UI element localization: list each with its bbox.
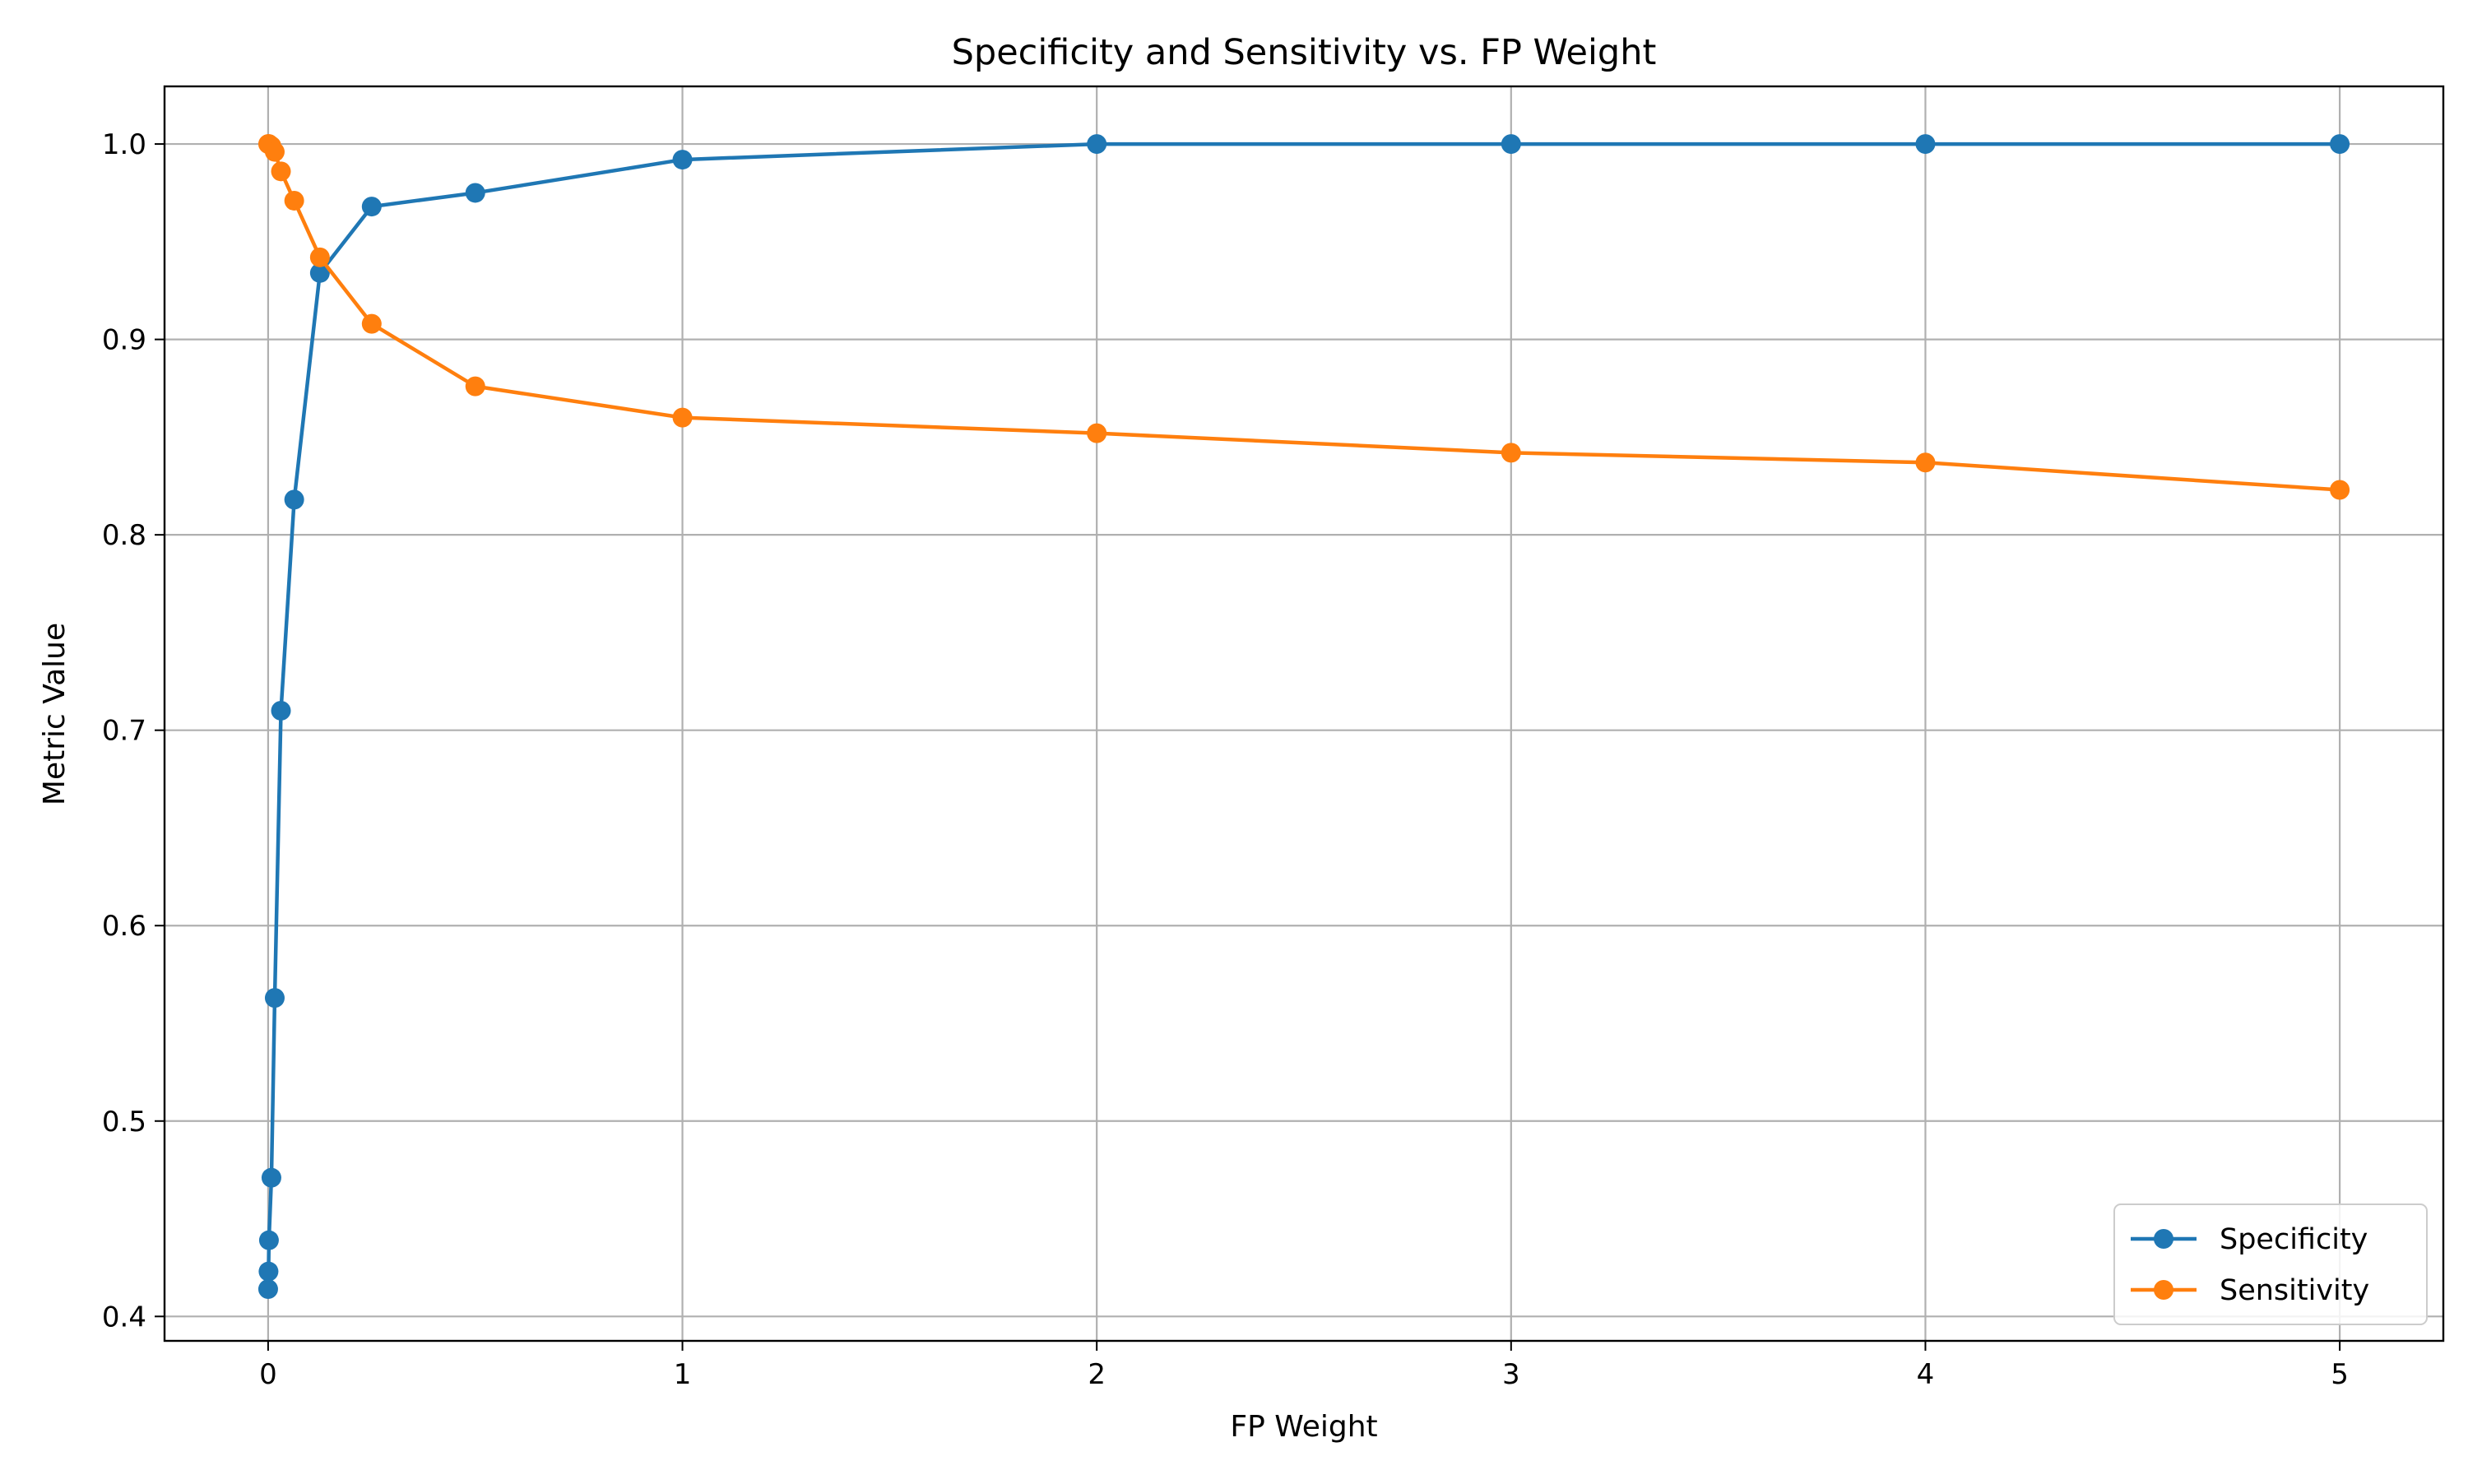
x-tick-label: 0: [259, 1358, 277, 1391]
series-layer: [257, 134, 2350, 1300]
data-point: [309, 262, 330, 283]
legend-label: Sensitivity: [2220, 1274, 2369, 1307]
y-tick-label: 0.6: [102, 910, 146, 943]
data-point: [1087, 134, 1107, 155]
series-sensitivity: [257, 134, 2350, 500]
legend: Specificity Sensitivity: [2113, 1203, 2428, 1325]
series-specificity: [257, 134, 2350, 1300]
data-point: [309, 247, 330, 267]
x-tick-label: 2: [1088, 1358, 1106, 1391]
tick-layer: 0 1 2 3 4 5 0.4 0.5 0.6 0.7 0.8 0.9 1.0: [102, 128, 2349, 1391]
legend-marker: [2154, 1229, 2173, 1249]
data-point: [672, 150, 693, 170]
data-point: [271, 700, 291, 721]
data-point: [2330, 134, 2350, 155]
y-tick-label: 0.9: [102, 324, 146, 357]
data-point: [361, 197, 382, 217]
data-point: [1087, 423, 1107, 443]
data-point: [465, 183, 485, 203]
x-tick-label: 4: [1917, 1358, 1935, 1391]
data-point: [1915, 134, 1936, 155]
x-axis-label: FP Weight: [1230, 1410, 1377, 1444]
data-point: [1501, 134, 1521, 155]
y-tick-label: 0.8: [102, 519, 146, 552]
x-tick-label: 3: [1502, 1358, 1520, 1391]
data-point: [465, 376, 485, 397]
y-tick-label: 0.7: [102, 715, 146, 748]
x-tick-label: 5: [2331, 1358, 2349, 1391]
x-tick-label: 1: [674, 1358, 692, 1391]
y-tick-label: 1.0: [102, 128, 146, 161]
legend-marker: [2154, 1280, 2173, 1300]
legend-entry: Specificity: [2131, 1223, 2368, 1256]
data-point: [284, 489, 304, 510]
data-point: [258, 1261, 279, 1282]
data-point: [1915, 452, 1936, 473]
data-point: [672, 407, 693, 428]
chart-title: Specificity and Sensitivity vs. FP Weigh…: [952, 32, 1657, 73]
data-point: [257, 1279, 278, 1300]
legend-label: Specificity: [2220, 1223, 2368, 1256]
y-tick-label: 0.4: [102, 1301, 146, 1333]
data-point: [258, 1230, 279, 1250]
legend-entry: Sensitivity: [2131, 1274, 2369, 1307]
data-point: [264, 141, 285, 162]
data-point: [284, 190, 304, 211]
y-axis-label: Metric Value: [38, 623, 72, 805]
y-tick-label: 0.5: [102, 1106, 146, 1139]
data-point: [271, 161, 291, 182]
legend-box: [2113, 1203, 2428, 1325]
data-point: [2330, 480, 2350, 500]
data-point: [261, 1167, 281, 1188]
data-point: [361, 313, 382, 334]
plot-frame: [163, 85, 2445, 1343]
data-point: [264, 988, 285, 1009]
data-point: [1501, 443, 1521, 463]
